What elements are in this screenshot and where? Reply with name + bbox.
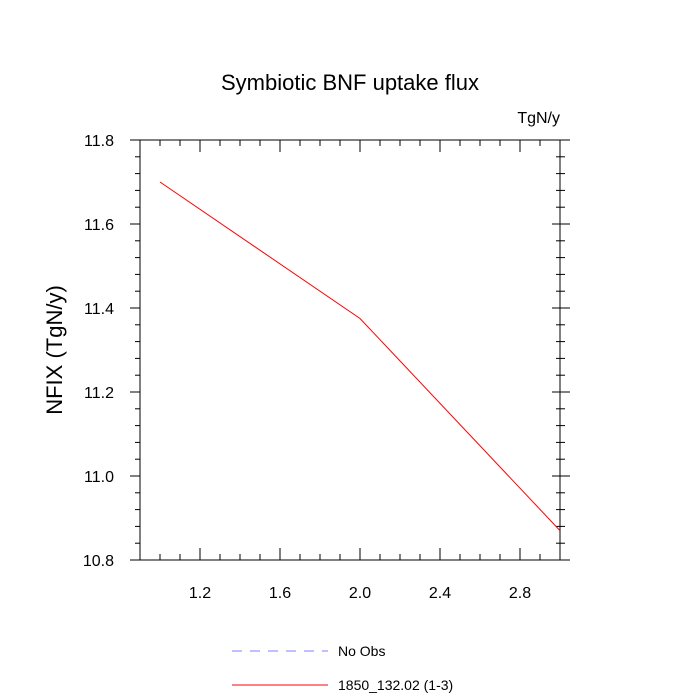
legend-label-1: 1850_132.02 (1-3): [338, 677, 453, 693]
y-tick-label: 11.8: [84, 133, 114, 150]
y-tick-label: 11.0: [84, 469, 114, 486]
units-label: TgN/y: [517, 110, 560, 127]
chart-title: Symbiotic BNF uptake flux: [221, 70, 479, 95]
legend: No Obs 1850_132.02 (1-3): [232, 643, 453, 693]
tick-labels: 1.2 1.6 2.0 2.4 2.8 10.8 11.0 11.2 11.4 11.6 11.8: [83, 133, 531, 602]
x-tick-label: 2.0: [349, 585, 371, 602]
axis-ticks: [130, 139, 570, 561]
legend-label-0: No Obs: [338, 643, 385, 659]
y-tick-label: 10.8: [83, 553, 114, 570]
plot-frame: [139, 139, 561, 561]
x-tick-label: 2.8: [509, 585, 531, 602]
y-tick-label: 11.2: [84, 385, 114, 402]
series-line-1: [159, 181, 561, 531]
y-tick-label: 11.6: [84, 217, 114, 234]
y-axis-label: NFIX (TgN/y): [42, 285, 67, 415]
y-tick-label: 11.4: [84, 301, 114, 318]
x-tick-label: 1.6: [269, 585, 291, 602]
series-lines: [159, 181, 561, 531]
x-tick-label: 2.4: [429, 585, 451, 602]
x-tick-label: 1.2: [189, 585, 211, 602]
